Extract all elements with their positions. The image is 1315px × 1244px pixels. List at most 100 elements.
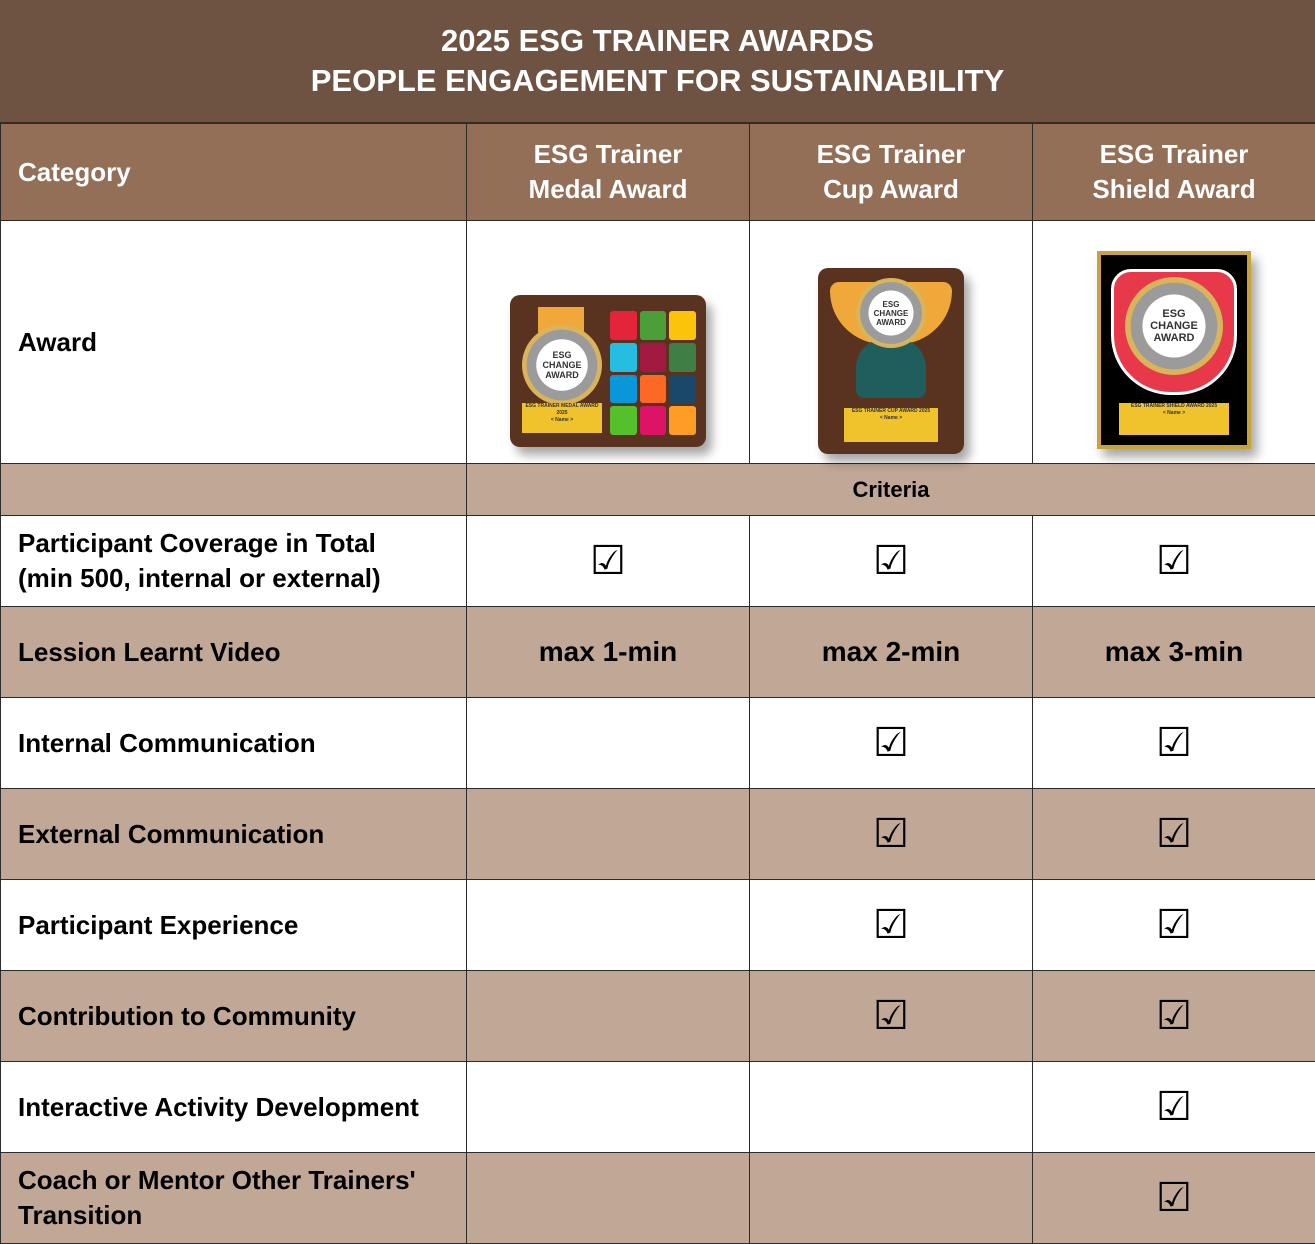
checkbox-checked-icon: ☑ xyxy=(873,996,909,1036)
header-row: Category ESG Trainer Medal Award ESG Tra… xyxy=(1,124,1315,221)
badge-text-esg: ESG xyxy=(883,300,900,309)
row-label: External Communication xyxy=(1,789,467,880)
row-label: Internal Communication xyxy=(1,698,467,789)
cup-cell: max 2-min xyxy=(750,607,1033,698)
checkbox-checked-icon: ☑ xyxy=(873,814,909,854)
header-shield-line-2: Shield Award xyxy=(1033,172,1315,207)
medal-plate-name: < Name > xyxy=(522,417,602,424)
shield-cell: ☑ xyxy=(1033,516,1315,607)
checkbox-checked-icon: ☑ xyxy=(1156,905,1192,945)
header-cup-line-1: ESG Trainer xyxy=(750,137,1032,172)
checkbox-checked-icon: ☑ xyxy=(1156,996,1192,1036)
header-medal-line-1: ESG Trainer xyxy=(467,137,749,172)
table-row: Contribution to Community ☑ ☑ xyxy=(1,971,1315,1062)
sdg-tile xyxy=(669,375,696,404)
checkbox-checked-icon: ☑ xyxy=(873,905,909,945)
checkbox-checked-icon: ☑ xyxy=(1156,1178,1192,1218)
medal-cell: ☑ xyxy=(467,516,750,607)
checkbox-checked-icon: ☑ xyxy=(590,541,626,581)
checkbox-checked-icon: ☑ xyxy=(873,723,909,763)
sdg-tile xyxy=(610,406,637,435)
header-shield-line-1: ESG Trainer xyxy=(1033,137,1315,172)
shield-plate-name: < Name > xyxy=(1119,410,1229,417)
shield-cell: max 3-min xyxy=(1033,607,1315,698)
table-row: Coach or Mentor Other Trainers' Transiti… xyxy=(1,1153,1315,1244)
header-shield-award: ESG Trainer Shield Award xyxy=(1033,124,1315,221)
cup-cell xyxy=(750,1153,1033,1244)
medal-cell xyxy=(467,880,750,971)
header-medal-award: ESG Trainer Medal Award xyxy=(467,124,750,221)
row-label: Interactive Activity Development xyxy=(1,1062,467,1153)
sdg-tile xyxy=(669,311,696,340)
header-cup-award: ESG Trainer Cup Award xyxy=(750,124,1033,221)
row-label-line-1: Participant Coverage in Total xyxy=(18,526,466,561)
award-row-label: Award xyxy=(1,221,467,464)
table-row: Interactive Activity Development ☑ xyxy=(1,1062,1315,1153)
medal-plate-title: ESG TRAINER MEDAL AWARD 2025 xyxy=(522,403,602,417)
badge-text-change: CHANGE xyxy=(874,309,909,318)
row-label-line-2: Transition xyxy=(18,1198,466,1233)
row-label-line-1: Coach or Mentor Other Trainers' xyxy=(18,1163,466,1198)
shield-cell: ☑ xyxy=(1033,1062,1315,1153)
table-row: External Communication ☑ ☑ xyxy=(1,789,1315,880)
header-medal-line-2: Medal Award xyxy=(467,172,749,207)
table-row: Internal Communication ☑ ☑ xyxy=(1,698,1315,789)
title-line-2: PEOPLE ENGAGEMENT FOR SUSTAINABILITY xyxy=(311,61,1005,101)
esg-change-award-badge: ESG CHANGE AWARD xyxy=(856,278,926,348)
badge-text-award: AWARD xyxy=(1154,332,1195,344)
medal-plaque-image: ESG CHANGE AWARD ESG TRAINER MEDAL AWARD… xyxy=(510,295,706,447)
cup-cell: ☑ xyxy=(750,971,1033,1062)
esg-change-award-badge: ESG CHANGE AWARD xyxy=(522,325,602,405)
medal-cell xyxy=(467,698,750,789)
checkbox-checked-icon: ☑ xyxy=(1156,723,1192,763)
checkbox-checked-icon: ☑ xyxy=(1156,1087,1192,1127)
cup-cell xyxy=(750,1062,1033,1153)
title-banner: 2025 ESG TRAINER AWARDS PEOPLE ENGAGEMEN… xyxy=(0,0,1315,123)
sdg-tile xyxy=(610,311,637,340)
medal-cell: max 1-min xyxy=(467,607,750,698)
medal-cell xyxy=(467,971,750,1062)
row-label: Lession Learnt Video xyxy=(1,607,467,698)
row-label: Participant Coverage in Total (min 500, … xyxy=(1,516,467,607)
title-line-1: 2025 ESG TRAINER AWARDS xyxy=(441,21,874,61)
cup-cell: ☑ xyxy=(750,698,1033,789)
cup-cell: ☑ xyxy=(750,789,1033,880)
cup-cell: ☑ xyxy=(750,880,1033,971)
sdg-tile xyxy=(610,375,637,404)
awards-table: Category ESG Trainer Medal Award ESG Tra… xyxy=(0,123,1315,1244)
row-label: Coach or Mentor Other Trainers' Transiti… xyxy=(1,1153,467,1244)
sdg-tile xyxy=(640,406,667,435)
cup-plaque-image: ESG CHANGE AWARD ESG TRAINER CUP AWARD 2… xyxy=(818,268,964,454)
shield-cell: ☑ xyxy=(1033,789,1315,880)
shield-cell: ☑ xyxy=(1033,880,1315,971)
shield-cell: ☑ xyxy=(1033,971,1315,1062)
sdg-tile xyxy=(640,311,667,340)
header-category: Category xyxy=(1,124,467,221)
criteria-blank-cell xyxy=(1,464,467,516)
criteria-header-row: Criteria xyxy=(1,464,1315,516)
award-image-row: Award ESG CHANGE AWARD ESG TR xyxy=(1,221,1315,464)
badge-text-esg: ESG xyxy=(1162,308,1185,320)
row-label: Participant Experience xyxy=(1,880,467,971)
shield-cell: ☑ xyxy=(1033,698,1315,789)
medal-cell xyxy=(467,1062,750,1153)
cup-award-cell: ESG CHANGE AWARD ESG TRAINER CUP AWARD 2… xyxy=(750,221,1033,464)
badge-text-esg: ESG xyxy=(552,350,571,360)
shield-plate-title: ESG TRAINER SHIELD AWARD 2025 xyxy=(1119,403,1229,410)
shield-name-plate: ESG TRAINER SHIELD AWARD 2025 < Name > xyxy=(1119,403,1229,435)
table-row: Participant Coverage in Total (min 500, … xyxy=(1,516,1315,607)
header-cup-line-2: Cup Award xyxy=(750,172,1032,207)
cup-plate-title: ESG TRAINER CUP AWARD 2025 xyxy=(844,408,938,415)
checkbox-checked-icon: ☑ xyxy=(1156,541,1192,581)
row-label: Contribution to Community xyxy=(1,971,467,1062)
sdg-tile xyxy=(669,406,696,435)
badge-text-award: AWARD xyxy=(876,318,906,327)
sdg-tile xyxy=(640,375,667,404)
medal-award-cell: ESG CHANGE AWARD ESG TRAINER MEDAL AWARD… xyxy=(467,221,750,464)
shield-plaque-image: ESG CHANGE AWARD ESG TRAINER SHIELD AWAR… xyxy=(1097,251,1251,449)
medal-name-plate: ESG TRAINER MEDAL AWARD 2025 < Name > xyxy=(522,403,602,433)
medal-cell xyxy=(467,789,750,880)
checkbox-checked-icon: ☑ xyxy=(1156,814,1192,854)
badge-text-award: AWARD xyxy=(545,370,579,380)
